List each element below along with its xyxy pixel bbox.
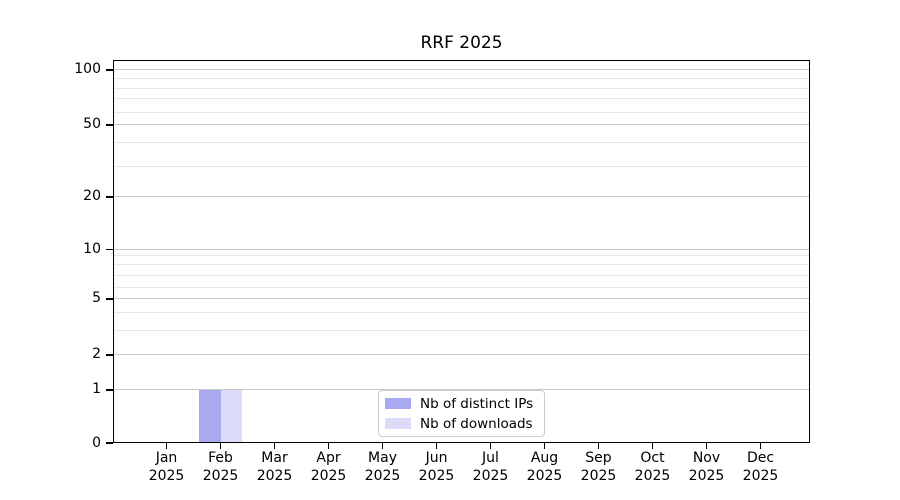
x-tick-mark (435, 443, 438, 449)
x-tick-mark (543, 443, 546, 449)
x-tick-mark (381, 443, 384, 449)
y-tick-label: 1 (92, 381, 101, 398)
x-tick-label: Jul 2025 (472, 450, 509, 484)
x-tick-label: Feb 2025 (202, 450, 239, 484)
legend-swatch-distinct-ips (385, 398, 411, 409)
legend-label-distinct-ips: Nb of distinct IPs (420, 395, 534, 412)
legend-label-downloads: Nb of downloads (420, 415, 533, 432)
gridline-minor (113, 87, 810, 89)
x-tick-label: Oct 2025 (634, 450, 671, 484)
y-tick-label: 10 (83, 241, 101, 257)
y-tick-mark (106, 196, 113, 198)
y-tick-label: 50 (83, 116, 101, 133)
x-tick-mark (597, 443, 600, 449)
y-tick-mark (106, 389, 113, 391)
gridline-major (113, 69, 810, 71)
gridline-minor (113, 274, 810, 276)
x-tick-label: Jan 2025 (148, 450, 185, 484)
y-tick-mark (106, 354, 113, 356)
gridline-minor (113, 142, 810, 144)
x-tick-label: May 2025 (364, 450, 401, 484)
gridline-major (113, 196, 810, 198)
x-tick-label: Aug 2025 (526, 450, 563, 484)
x-tick-mark (273, 443, 276, 449)
x-tick-label: Nov 2025 (688, 450, 725, 484)
gridline-minor (113, 311, 810, 313)
gridline-minor (113, 165, 810, 167)
gridline-minor (113, 111, 810, 113)
x-tick-mark (165, 443, 168, 449)
gridline-major (113, 389, 810, 391)
legend-item-distinct-ips: Nb of distinct IPs (385, 395, 536, 412)
x-tick-label: Sep 2025 (580, 450, 617, 484)
y-tick-label: 5 (92, 290, 101, 307)
x-tick-mark (705, 443, 708, 449)
x-tick-label: Jun 2025 (418, 450, 455, 484)
chart-title: RRF 2025 (420, 33, 503, 53)
y-tick-mark (106, 248, 113, 251)
x-tick-mark (759, 443, 762, 449)
y-tick-label: 0 (92, 434, 101, 451)
gridline-minor (113, 286, 810, 288)
bar-distinct-ips (199, 389, 221, 443)
y-tick-mark (106, 298, 113, 300)
y-tick-mark (106, 442, 113, 444)
x-tick-mark (489, 443, 492, 449)
legend-item-downloads: Nb of downloads (385, 415, 536, 432)
gridline-minor (113, 255, 810, 257)
legend-swatch-downloads (385, 418, 411, 429)
gridline-minor (113, 329, 810, 331)
y-tick-mark (106, 124, 113, 126)
bar-downloads (220, 389, 243, 443)
x-tick-mark (327, 443, 330, 449)
y-tick-label: 2 (92, 346, 101, 363)
gridline-major (113, 298, 810, 300)
y-tick-mark (106, 69, 113, 71)
y-tick-label: 20 (83, 188, 101, 205)
y-tick-label: 100 (74, 61, 101, 78)
gridline-minor (113, 97, 810, 99)
x-tick-label: Mar 2025 (256, 450, 293, 484)
legend: Nb of distinct IPs Nb of downloads (378, 390, 545, 437)
plot-area (113, 60, 810, 443)
gridline-major (113, 249, 810, 250)
gridline-major (113, 354, 810, 356)
x-tick-label: Dec 2025 (742, 450, 779, 484)
gridline-major (113, 124, 810, 126)
x-tick-label: Apr 2025 (310, 450, 347, 484)
x-tick-mark (219, 443, 222, 449)
x-tick-mark (651, 443, 654, 449)
gridline-minor (113, 77, 810, 79)
gridline-minor (113, 264, 810, 266)
